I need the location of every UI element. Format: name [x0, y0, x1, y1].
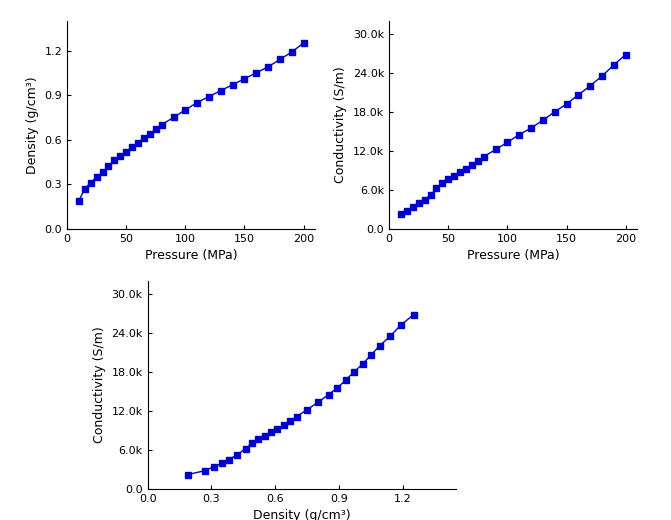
X-axis label: Pressure (MPa): Pressure (MPa) [467, 249, 560, 262]
Y-axis label: Conductivity (S/m): Conductivity (S/m) [334, 67, 348, 183]
Y-axis label: Density (g/cm³): Density (g/cm³) [26, 76, 39, 174]
X-axis label: Pressure (MPa): Pressure (MPa) [145, 249, 238, 262]
X-axis label: Density (g/cm³): Density (g/cm³) [253, 509, 351, 520]
Y-axis label: Conductivity (S/m): Conductivity (S/m) [93, 327, 106, 443]
